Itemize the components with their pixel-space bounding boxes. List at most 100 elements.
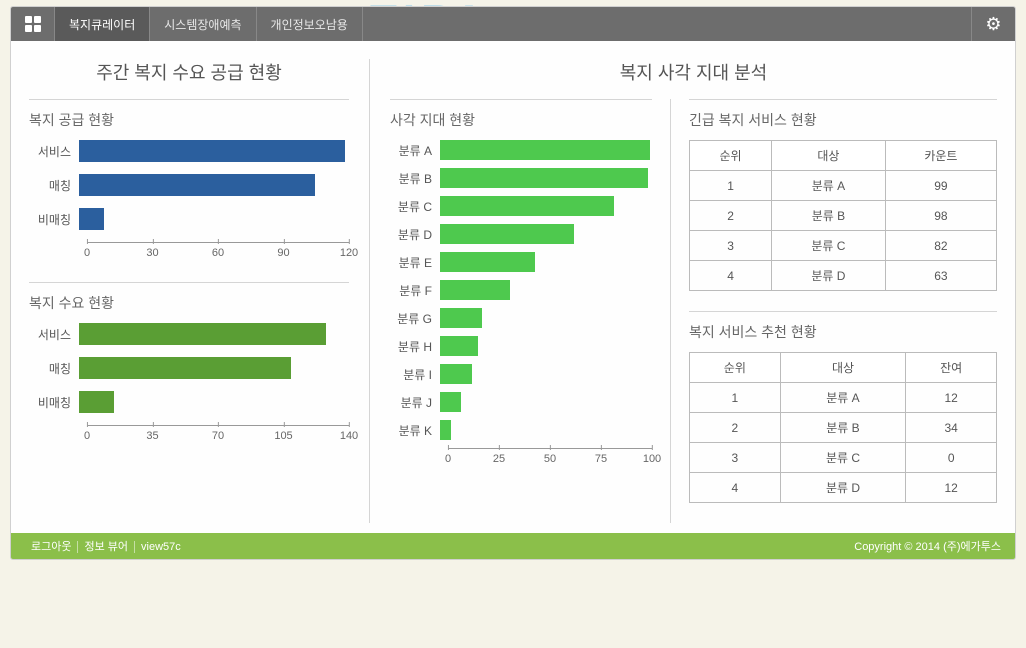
bar-row: 매칭 — [29, 357, 349, 379]
settings-button[interactable]: ⚙ — [971, 7, 1015, 41]
bar-row: 비매칭 — [29, 391, 349, 413]
bar-label: 분류 J — [390, 394, 440, 411]
right-title: 복지 사각 지대 분석 — [390, 59, 997, 85]
topbar: 복지큐레이터시스템장애예측개인정보오남용 ⚙ — [11, 7, 1015, 41]
blindspot-panel: 사각 지대 현황분류 A분류 B분류 C분류 D분류 E분류 F분류 G분류 H… — [390, 99, 652, 468]
table-cell: 분류 D — [780, 473, 906, 503]
tables-column: 긴급 복지 서비스 현황순위대상카운트1분류 A992분류 B983분류 C82… — [670, 99, 997, 523]
table-row: 3분류 C82 — [690, 231, 997, 261]
table-row: 1분류 A99 — [690, 171, 997, 201]
bar-row: 분류 I — [390, 364, 652, 384]
content-area: 주간 복지 수요 공급 현황 복지 공급 현황 서비스매칭비매칭03060901… — [11, 41, 1015, 533]
bar-row: 분류 E — [390, 252, 652, 272]
bar-track — [440, 196, 652, 216]
blindspot-column: 사각 지대 현황분류 A분류 B분류 C분류 D분류 E분류 F분류 G분류 H… — [390, 99, 670, 523]
bar-row: 서비스 — [29, 323, 349, 345]
table-header: 대상 — [780, 353, 906, 383]
bar-row: 비매칭 — [29, 208, 349, 230]
right-subcolumns: 사각 지대 현황분류 A분류 B분류 C분류 D분류 E분류 F분류 G분류 H… — [390, 99, 997, 523]
bar-fill — [440, 196, 614, 216]
footer-link[interactable]: view57c — [135, 541, 187, 553]
supply-panel: 복지 공급 현황 서비스매칭비매칭0306090120 — [29, 99, 349, 262]
bar-label: 분류 I — [390, 366, 440, 383]
table-cell: 분류 D — [772, 261, 886, 291]
bar-track — [79, 357, 349, 379]
bar-label: 서비스 — [29, 326, 79, 343]
tab-복지큐레이터[interactable]: 복지큐레이터 — [55, 7, 150, 41]
bar-label: 분류 B — [390, 170, 440, 187]
axis-tick: 70 — [212, 430, 224, 442]
axis-tick: 0 — [445, 453, 451, 465]
recommend-panel: 복지 서비스 추천 현황순위대상잔여1분류 A122분류 B343분류 C04분… — [689, 311, 997, 503]
bar-row: 분류 G — [390, 308, 652, 328]
bar-fill — [79, 323, 326, 345]
bar-track — [440, 336, 652, 356]
table-cell: 98 — [885, 201, 996, 231]
bar-row: 분류 J — [390, 392, 652, 412]
bar-row: 매칭 — [29, 174, 349, 196]
table-row: 4분류 D63 — [690, 261, 997, 291]
axis-tick: 0 — [84, 247, 90, 259]
bar-track — [440, 308, 652, 328]
supply-chart: 서비스매칭비매칭0306090120 — [29, 140, 349, 262]
bar-track — [440, 392, 652, 412]
footer-link[interactable]: 로그아웃 — [25, 541, 78, 553]
supply-panel-title: 복지 공급 현황 — [29, 110, 349, 130]
bar-row: 분류 B — [390, 168, 652, 188]
right-section: 복지 사각 지대 분석사각 지대 현황분류 A분류 B분류 C분류 D분류 E분… — [369, 59, 997, 523]
demand-panel: 복지 수요 현황 서비스매칭비매칭03570105140 — [29, 282, 349, 445]
table-cell: 4 — [690, 473, 781, 503]
table-cell: 분류 A — [780, 383, 906, 413]
bar-row: 분류 A — [390, 140, 652, 160]
table-cell: 2 — [690, 201, 772, 231]
footer-link[interactable]: 정보 뷰어 — [78, 541, 135, 553]
bar-row: 분류 C — [390, 196, 652, 216]
table-cell: 분류 B — [780, 413, 906, 443]
tab-시스템장애예측[interactable]: 시스템장애예측 — [150, 7, 256, 41]
bar-track — [79, 391, 349, 413]
axis-tick: 60 — [212, 247, 224, 259]
bar-row: 서비스 — [29, 140, 349, 162]
bar-label: 분류 G — [390, 310, 440, 327]
table-header: 잔여 — [906, 353, 997, 383]
table-cell: 1 — [690, 383, 781, 413]
table-cell: 분류 C — [772, 231, 886, 261]
table-cell: 2 — [690, 413, 781, 443]
bar-fill — [79, 391, 114, 413]
tab-개인정보오남용[interactable]: 개인정보오남용 — [257, 7, 363, 41]
topbar-tabs: 복지큐레이터시스템장애예측개인정보오남용 — [55, 7, 971, 41]
bar-fill — [440, 420, 451, 440]
bar-track — [440, 364, 652, 384]
bar-label: 서비스 — [29, 143, 79, 160]
table-header: 순위 — [690, 353, 781, 383]
bar-fill — [440, 336, 478, 356]
axis-tick: 140 — [340, 430, 358, 442]
axis-tick: 100 — [643, 453, 661, 465]
table-row: 4분류 D12 — [690, 473, 997, 503]
gear-icon: ⚙ — [985, 14, 1001, 35]
bar-label: 분류 C — [390, 198, 440, 215]
axis-tick: 120 — [340, 247, 358, 259]
bar-track — [79, 140, 349, 162]
bar-fill — [440, 168, 648, 188]
home-button[interactable] — [11, 7, 55, 41]
bar-fill — [440, 392, 461, 412]
bar-track — [440, 140, 652, 160]
bar-row: 분류 K — [390, 420, 652, 440]
table-header: 대상 — [772, 141, 886, 171]
table-cell: 0 — [906, 443, 997, 473]
bar-fill — [440, 308, 482, 328]
table-cell: 1 — [690, 171, 772, 201]
urgent-panel: 긴급 복지 서비스 현황순위대상카운트1분류 A992분류 B983분류 C82… — [689, 99, 997, 291]
table-row: 1분류 A12 — [690, 383, 997, 413]
bar-label: 비매칭 — [29, 394, 79, 411]
bar-label: 매칭 — [29, 177, 79, 194]
table-cell: 82 — [885, 231, 996, 261]
bar-label: 비매칭 — [29, 211, 79, 228]
bar-row: 분류 F — [390, 280, 652, 300]
axis-tick: 50 — [544, 453, 556, 465]
bar-label: 분류 A — [390, 142, 440, 159]
table-cell: 34 — [906, 413, 997, 443]
bar-fill — [440, 224, 574, 244]
recommend-table: 순위대상잔여1분류 A122분류 B343분류 C04분류 D12 — [689, 352, 997, 503]
